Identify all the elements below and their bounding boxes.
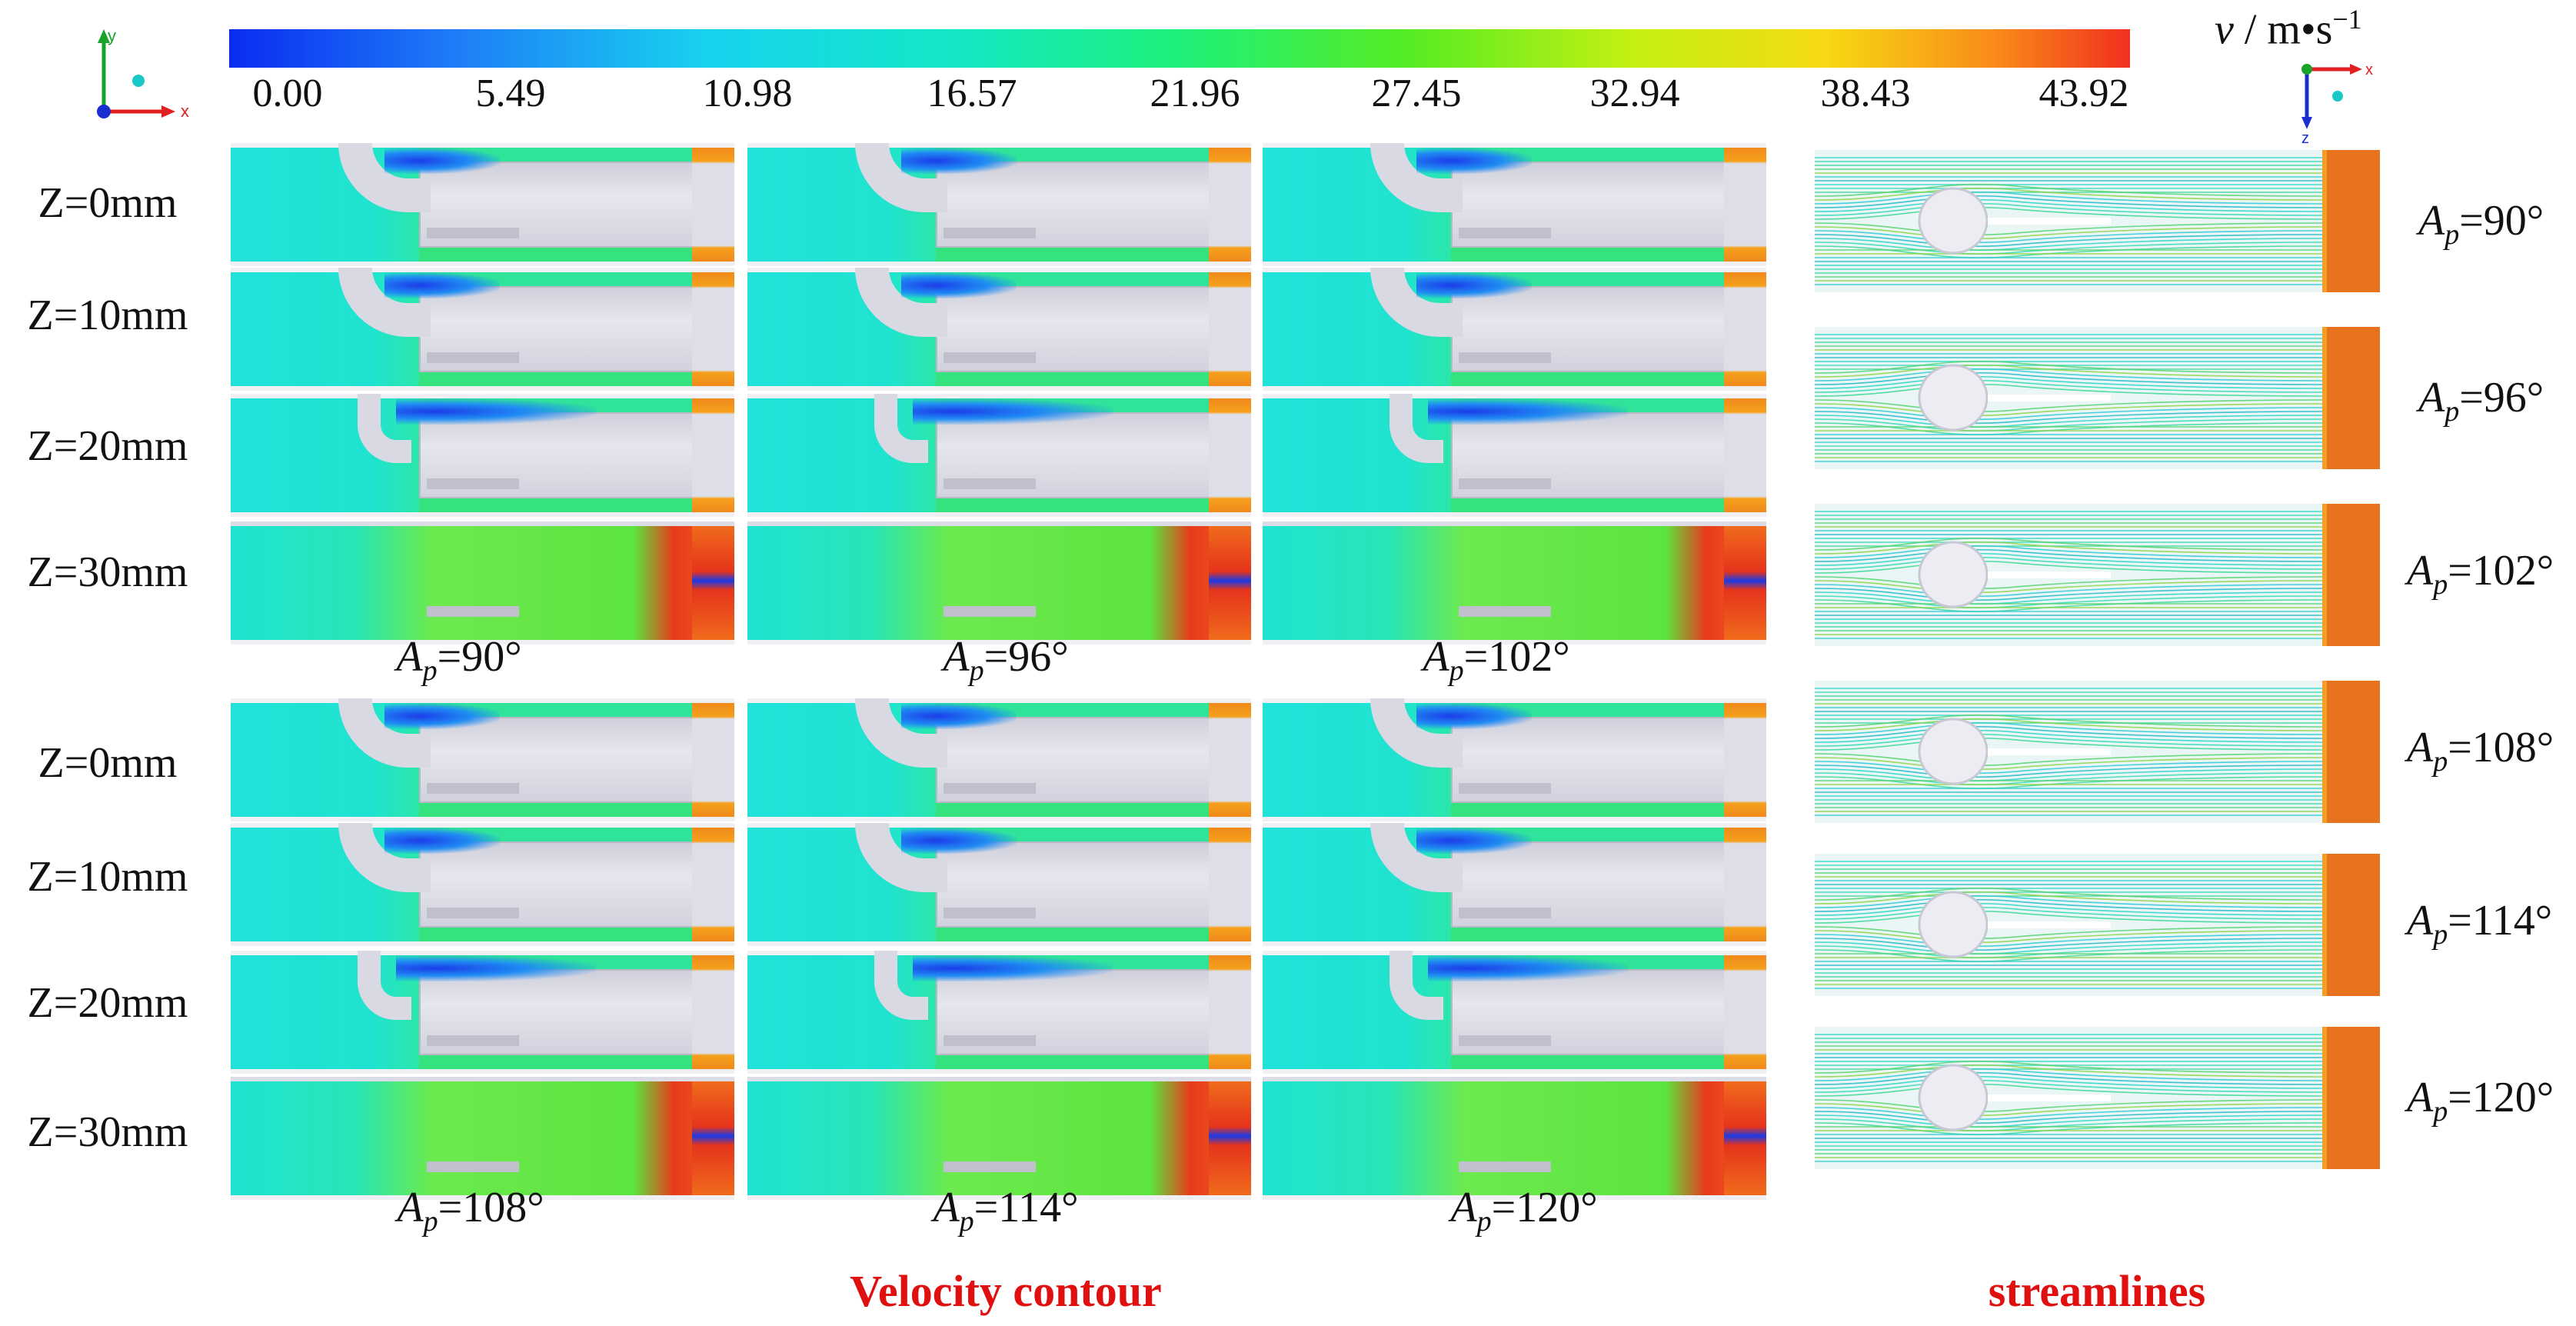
contour-panel-z10: [1263, 268, 1766, 391]
streamline-panel: [1815, 1027, 2380, 1169]
contour-panel-z0: [747, 698, 1251, 821]
row-label-z30: Z=30mm: [27, 1108, 188, 1156]
colorbar-tick: 38.43: [1820, 72, 1911, 115]
contour-panel-z30: [231, 521, 734, 645]
svg-text:x: x: [181, 102, 189, 121]
caption-ap-102: Ap=102°: [1423, 633, 1570, 688]
streamline-panel: [1815, 150, 2380, 292]
contour-panel-z10: [747, 823, 1251, 946]
colorbar-tick: 27.45: [1371, 72, 1462, 115]
contour-panel-z30: [1263, 1077, 1766, 1200]
caption-ap-114: Ap=114°: [933, 1184, 1079, 1238]
streamline-panel: [1815, 854, 2380, 996]
svg-text:y: y: [108, 26, 116, 45]
svg-text:z: z: [2301, 130, 2309, 146]
streamline-panel: [1815, 327, 2380, 469]
streamlines-title: streamlines: [1988, 1266, 2206, 1316]
stream-label-ap-96: Ap=96°: [2418, 374, 2544, 428]
contour-panel-z20: [231, 394, 734, 517]
colorbar-tick: 43.92: [2039, 72, 2129, 115]
caption-ap-120: Ap=120°: [1450, 1184, 1598, 1238]
velocity-colorbar: [229, 29, 2130, 68]
colorbar-tick: 32.94: [1589, 72, 1680, 115]
caption-ap-96: Ap=96°: [943, 633, 1069, 688]
colorbar-tick: 5.49: [475, 72, 546, 115]
axis-triad-xy: y x: [85, 23, 189, 138]
velocity-contour-title: Velocity contour: [850, 1266, 1162, 1316]
stream-label-ap-114: Ap=114°: [2407, 897, 2553, 951]
caption-ap-108: Ap=108°: [397, 1184, 544, 1238]
contour-panel-z30: [747, 1077, 1251, 1200]
contour-panel-z20: [1263, 951, 1766, 1074]
row-label-z30: Z=30mm: [27, 548, 188, 596]
contour-panel-z0: [1263, 698, 1766, 821]
stream-label-ap-120: Ap=120°: [2407, 1074, 2554, 1128]
colorbar-tick: 0.00: [252, 72, 323, 115]
colorbar-tick: 10.98: [702, 72, 793, 115]
colorbar-tick: 16.57: [927, 72, 1017, 115]
streamline-panel: [1815, 504, 2380, 646]
stream-label-ap-90: Ap=90°: [2418, 197, 2544, 252]
contour-panel-z20: [231, 951, 734, 1074]
contour-panel-z0: [1263, 143, 1766, 266]
contour-panel-z30: [747, 521, 1251, 645]
row-label-z20: Z=20mm: [27, 979, 188, 1027]
streamline-panel: [1815, 681, 2380, 823]
contour-panel-z30: [1263, 521, 1766, 645]
row-label-z10: Z=10mm: [27, 292, 188, 339]
contour-panel-z20: [1263, 394, 1766, 517]
contour-panel-z0: [747, 143, 1251, 266]
contour-panel-z10: [747, 268, 1251, 391]
stream-label-ap-108: Ap=108°: [2407, 724, 2554, 778]
stream-label-ap-102: Ap=102°: [2407, 547, 2554, 601]
caption-ap-90: Ap=90°: [396, 633, 522, 688]
contour-panel-z0: [231, 698, 734, 821]
row-label-z20: Z=20mm: [27, 422, 188, 470]
colorbar-tick: 21.96: [1150, 72, 1240, 115]
svg-text:x: x: [2365, 62, 2373, 78]
contour-panel-z20: [747, 394, 1251, 517]
contour-panel-z0: [231, 143, 734, 266]
contour-panel-z10: [231, 268, 734, 391]
contour-panel-z20: [747, 951, 1251, 1074]
contour-panel-z30: [231, 1077, 734, 1200]
colorbar-unit: v / m•s−1: [2215, 4, 2362, 54]
row-label-z10: Z=10mm: [27, 853, 188, 901]
contour-panel-z10: [1263, 823, 1766, 946]
axis-triad-xz: x z: [2276, 62, 2373, 177]
row-label-z0: Z=0mm: [38, 179, 178, 227]
contour-panel-z10: [231, 823, 734, 946]
row-label-z0: Z=0mm: [38, 739, 178, 787]
